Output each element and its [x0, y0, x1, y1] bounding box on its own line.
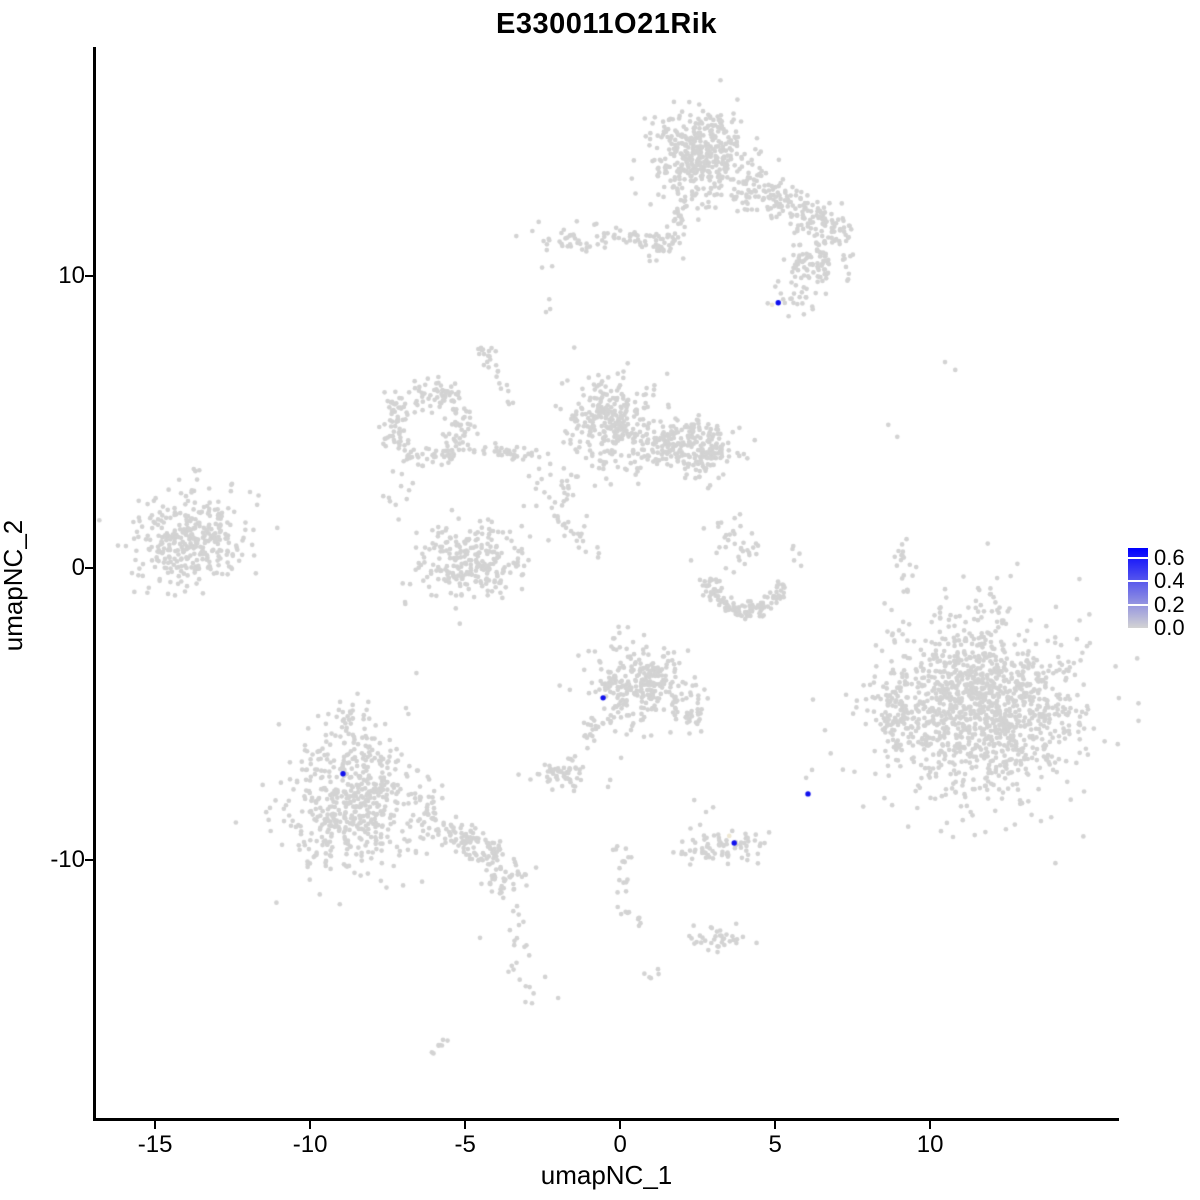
legend-tick-mark [1128, 557, 1148, 560]
y-tick-label: 0 [71, 553, 85, 581]
y-axis-line [93, 47, 96, 1121]
y-tick-label: -10 [50, 845, 85, 873]
x-tick-mark [928, 1121, 932, 1129]
legend-label: 0.0 [1154, 615, 1185, 640]
x-tick-mark [773, 1121, 777, 1129]
legend-tick-mark [1128, 603, 1148, 606]
legend-gradient-bar [1128, 548, 1148, 628]
x-tick-mark [618, 1121, 622, 1129]
x-tick-label: 5 [768, 1131, 782, 1158]
y-tick-mark [85, 566, 93, 570]
x-tick-mark [308, 1121, 312, 1129]
x-tick-mark [153, 1121, 157, 1129]
x-tick-label: 10 [916, 1131, 944, 1158]
x-tick-mark [463, 1121, 467, 1129]
legend-label: 0.2 [1154, 591, 1185, 617]
x-axis-title: umapNC_1 [540, 1160, 673, 1190]
legend-label: 0.6 [1154, 545, 1185, 571]
x-tick-label: -10 [292, 1131, 328, 1158]
y-axis-title: umapNC_2 [0, 519, 28, 652]
y-tick-mark [85, 274, 93, 278]
y-tick-label: 10 [58, 261, 85, 289]
y-tick-mark [85, 858, 93, 862]
x-tick-label: -15 [137, 1131, 173, 1158]
legend-label: 0.4 [1154, 568, 1185, 594]
plot-title: E330011O21Rik [496, 8, 717, 40]
x-axis-line [93, 1118, 1119, 1121]
x-tick-label: 0 [613, 1131, 627, 1158]
x-tick-label: -5 [454, 1131, 476, 1158]
legend-tick-mark [1128, 580, 1148, 583]
